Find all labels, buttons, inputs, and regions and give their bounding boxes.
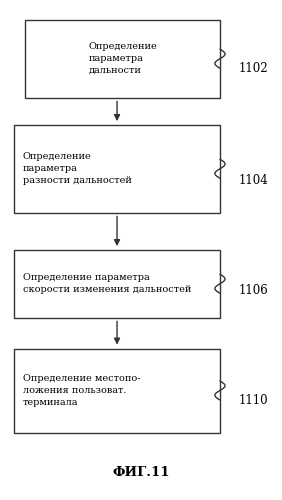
- Text: Определение
параметра
дальности: Определение параметра дальности: [88, 42, 157, 75]
- FancyBboxPatch shape: [25, 20, 220, 98]
- Text: Определение параметра
скорости изменения дальностей: Определение параметра скорости изменения…: [23, 274, 191, 294]
- Text: 1102: 1102: [238, 62, 268, 76]
- Text: ФИГ.11: ФИГ.11: [112, 466, 170, 479]
- Text: 1104: 1104: [238, 174, 268, 188]
- FancyBboxPatch shape: [14, 348, 220, 432]
- Text: 1110: 1110: [238, 394, 268, 407]
- Text: 1106: 1106: [238, 284, 268, 298]
- FancyBboxPatch shape: [14, 125, 220, 212]
- Text: Определение
параметра
разности дальностей: Определение параметра разности дальносте…: [23, 152, 131, 185]
- Text: Определение местопо-
ложения пользоват.
терминала: Определение местопо- ложения пользоват. …: [23, 374, 140, 407]
- FancyBboxPatch shape: [14, 250, 220, 318]
